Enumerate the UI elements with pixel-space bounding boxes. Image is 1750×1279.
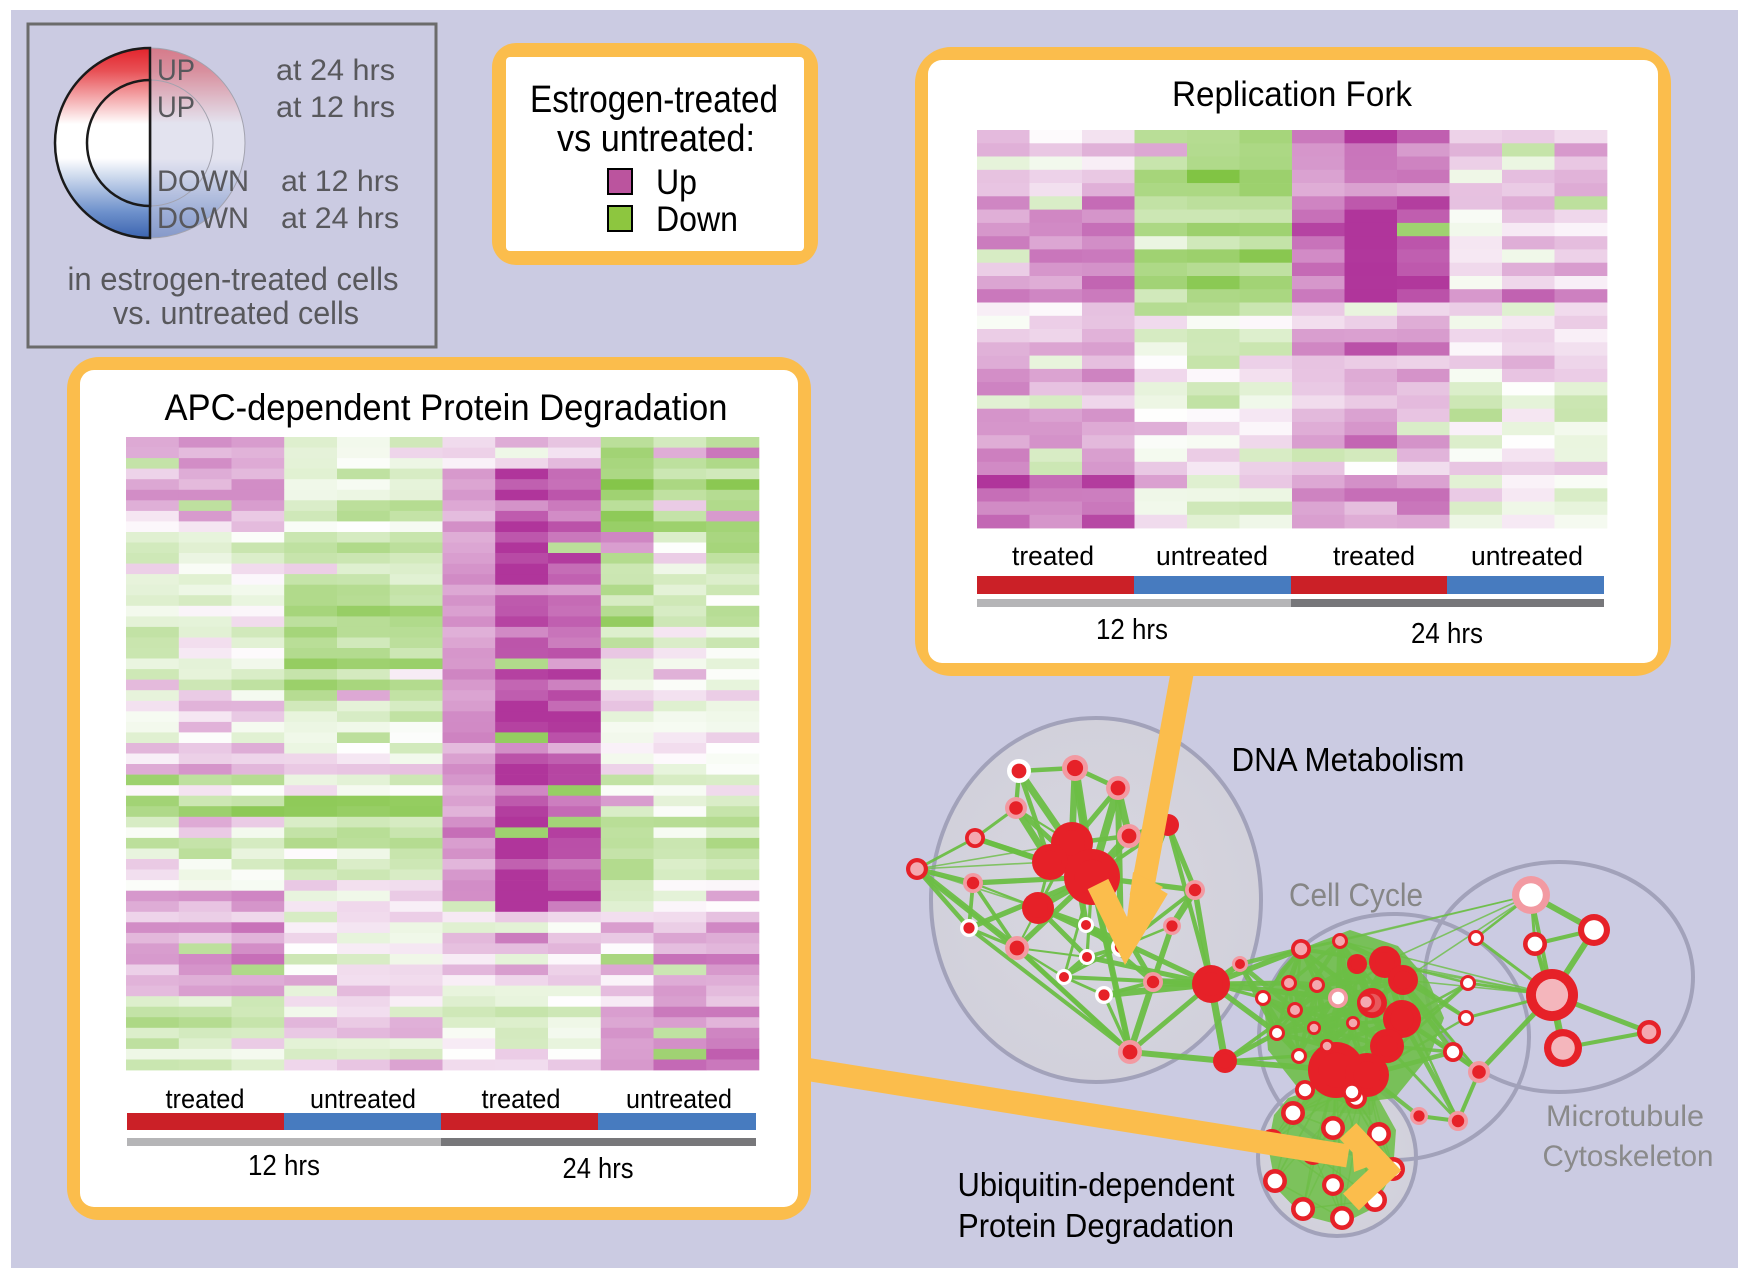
svg-text:in estrogen-treated cells: in estrogen-treated cells	[68, 261, 399, 297]
svg-text:12 hrs: 12 hrs	[248, 1150, 320, 1182]
svg-text:treated: treated	[1012, 541, 1094, 571]
svg-text:UP: UP	[157, 91, 195, 124]
svg-text:vs. untreated cells: vs. untreated cells	[113, 295, 359, 331]
svg-text:DOWN: DOWN	[157, 202, 249, 235]
svg-text:Cytoskeleton: Cytoskeleton	[1543, 1140, 1714, 1173]
svg-text:untreated: untreated	[626, 1084, 732, 1114]
svg-text:treated: treated	[1333, 541, 1415, 571]
svg-text:untreated: untreated	[310, 1084, 416, 1114]
svg-text:treated: treated	[166, 1084, 245, 1114]
svg-text:Estrogen-treated: Estrogen-treated	[530, 79, 778, 121]
svg-text:Protein Degradation: Protein Degradation	[958, 1207, 1234, 1244]
svg-text:Ubiquitin-dependent: Ubiquitin-dependent	[958, 1166, 1235, 1203]
svg-text:24 hrs: 24 hrs	[1411, 618, 1483, 650]
svg-text:12 hrs: 12 hrs	[1096, 614, 1168, 646]
svg-text:untreated: untreated	[1471, 541, 1583, 571]
svg-text:Up: Up	[656, 163, 697, 202]
svg-text:APC-dependent Protein Degradat: APC-dependent Protein Degradation	[165, 387, 728, 428]
svg-text:at 24 hrs: at 24 hrs	[281, 202, 399, 235]
svg-text:at 12 hrs: at 12 hrs	[281, 165, 399, 198]
svg-text:24 hrs: 24 hrs	[563, 1153, 634, 1185]
svg-text:Replication Fork: Replication Fork	[1172, 75, 1412, 114]
svg-text:untreated: untreated	[1156, 541, 1268, 571]
svg-text:treated: treated	[482, 1084, 561, 1114]
svg-text:at 24 hrs: at 24 hrs	[276, 54, 395, 87]
svg-text:DNA Metabolism: DNA Metabolism	[1232, 741, 1465, 778]
svg-text:at 12 hrs: at 12 hrs	[276, 91, 395, 124]
svg-text:UP: UP	[157, 54, 195, 87]
svg-text:Cell Cycle: Cell Cycle	[1289, 877, 1423, 913]
svg-text:Down: Down	[656, 200, 738, 239]
svg-text:vs untreated:: vs untreated:	[557, 118, 755, 160]
svg-text:Microtubule: Microtubule	[1546, 1100, 1704, 1133]
svg-text:DOWN: DOWN	[157, 165, 249, 198]
